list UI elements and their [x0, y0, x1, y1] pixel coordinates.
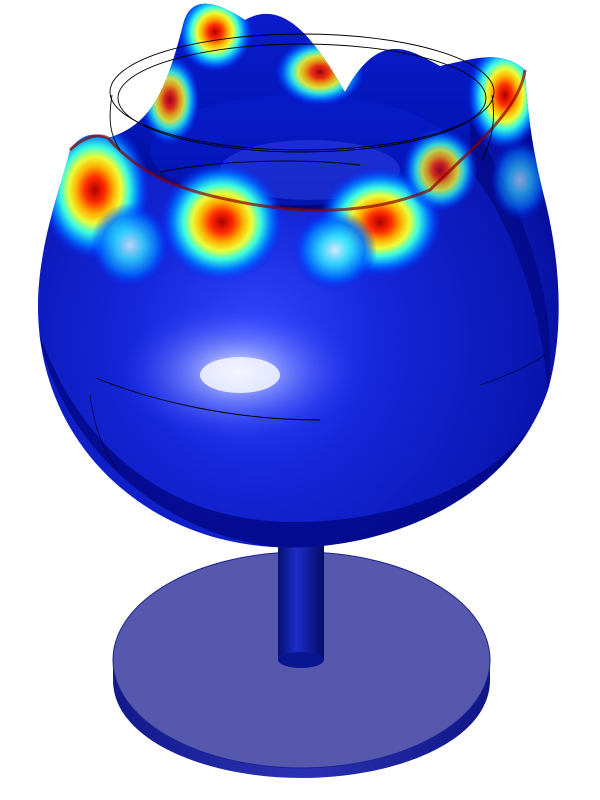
bowl-rim-edge — [68, 69, 527, 212]
glass-bowl — [37, 3, 559, 548]
undeformed-outline — [89, 33, 546, 471]
